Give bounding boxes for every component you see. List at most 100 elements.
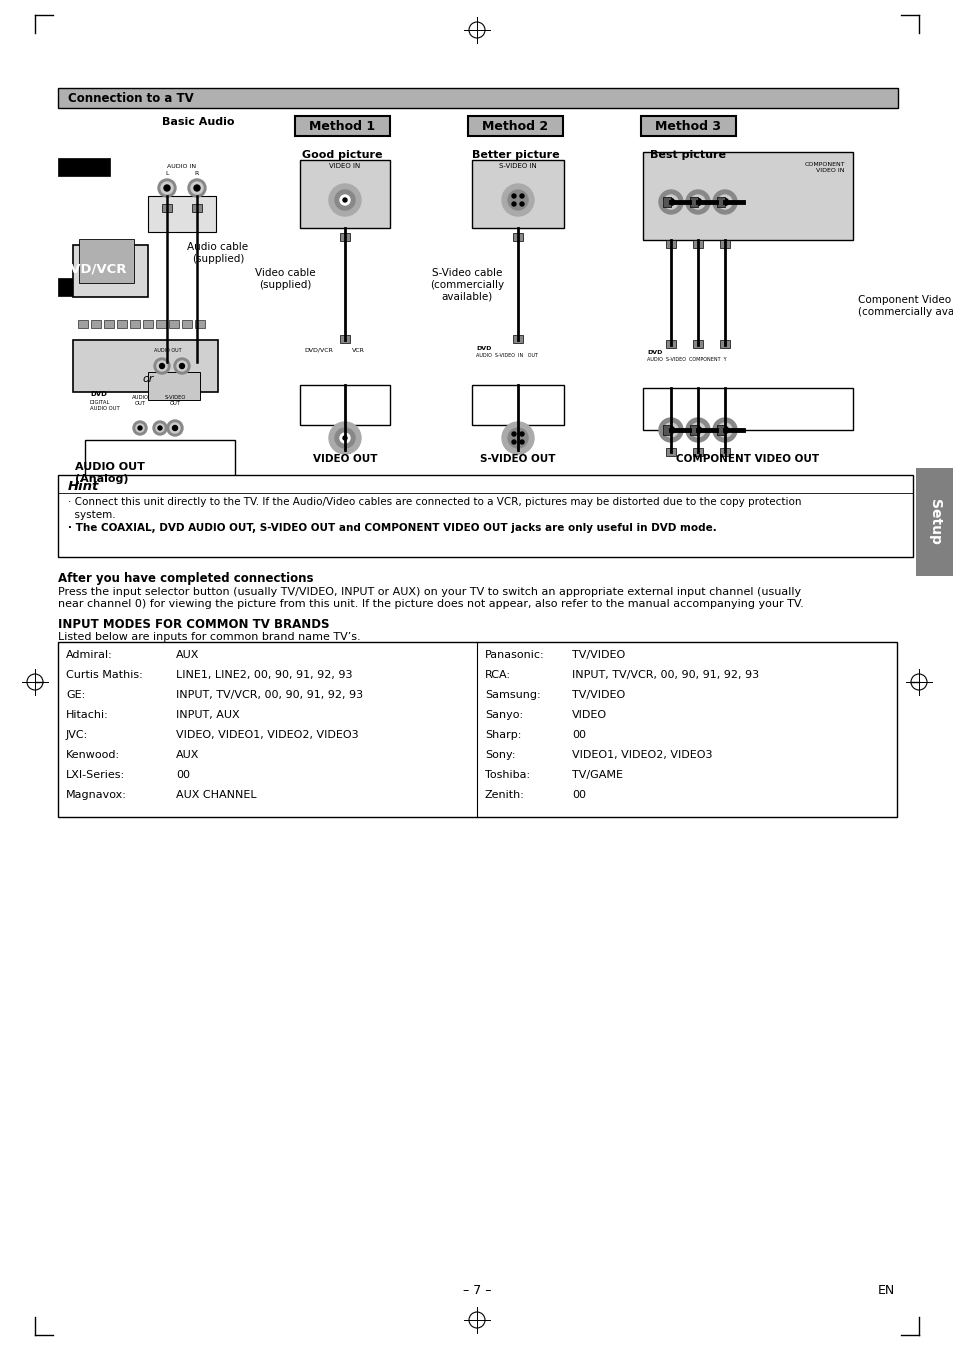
Circle shape <box>161 182 172 194</box>
Text: Samsung:: Samsung: <box>484 690 540 701</box>
Circle shape <box>512 440 516 444</box>
Circle shape <box>519 202 523 207</box>
Bar <box>169 320 179 328</box>
Text: VIDEO, VIDEO1, VIDEO2, VIDEO3: VIDEO, VIDEO1, VIDEO2, VIDEO3 <box>175 730 358 740</box>
Text: Toshiba:: Toshiba: <box>484 769 530 780</box>
Circle shape <box>164 185 170 190</box>
Text: Method 2: Method 2 <box>482 120 548 132</box>
Bar <box>640 116 735 136</box>
Text: LINE1, LINE2, 00, 90, 91, 92, 93: LINE1, LINE2, 00, 90, 91, 92, 93 <box>175 670 352 680</box>
Bar <box>58 88 897 108</box>
Circle shape <box>501 184 534 216</box>
Circle shape <box>335 190 355 211</box>
Text: AUDIO IN: AUDIO IN <box>168 163 196 169</box>
Text: EN: EN <box>877 1284 894 1296</box>
Circle shape <box>132 421 147 435</box>
Text: COMPONENT
VIDEO IN: COMPONENT VIDEO IN <box>803 162 844 173</box>
Text: AUDIO OUT
(Analog): AUDIO OUT (Analog) <box>75 462 145 483</box>
Text: RCA:: RCA: <box>484 670 511 680</box>
Bar <box>665 394 676 402</box>
Bar <box>692 340 702 348</box>
Text: LXI-Series:: LXI-Series: <box>66 769 125 780</box>
Text: 00: 00 <box>175 769 190 780</box>
Bar <box>665 340 676 348</box>
Text: VIDEO: VIDEO <box>572 710 606 720</box>
Circle shape <box>159 363 164 369</box>
Circle shape <box>718 194 731 209</box>
Circle shape <box>659 418 682 441</box>
Circle shape <box>193 185 200 190</box>
Circle shape <box>690 423 704 437</box>
Circle shape <box>512 202 516 207</box>
Bar <box>339 335 350 343</box>
Text: OUT: OUT <box>170 401 180 406</box>
Circle shape <box>157 360 167 371</box>
Bar <box>513 446 522 454</box>
Text: S-VIDEO: S-VIDEO <box>164 396 186 400</box>
Text: Listed below are inputs for common brand name TV’s.: Listed below are inputs for common brand… <box>58 632 360 643</box>
Bar <box>143 320 152 328</box>
Circle shape <box>667 198 674 205</box>
Text: S-Video cable
(commercially
available): S-Video cable (commercially available) <box>430 269 503 301</box>
Bar <box>472 161 563 228</box>
Text: Audio cable
(supplied): Audio cable (supplied) <box>187 242 249 263</box>
Text: INPUT MODES FOR COMMON TV BRANDS: INPUT MODES FOR COMMON TV BRANDS <box>58 618 329 630</box>
Text: Method 3: Method 3 <box>655 120 720 132</box>
Circle shape <box>191 182 203 194</box>
Circle shape <box>170 423 180 433</box>
Circle shape <box>667 427 674 433</box>
Circle shape <box>507 428 527 448</box>
Text: Curtis Mathis:: Curtis Mathis: <box>66 670 143 680</box>
Text: AUX CHANNEL: AUX CHANNEL <box>175 790 256 801</box>
Text: Sharp:: Sharp: <box>484 730 521 740</box>
Bar <box>58 475 912 558</box>
Bar <box>194 320 205 328</box>
Circle shape <box>329 184 360 216</box>
Text: Admiral:: Admiral: <box>66 649 112 660</box>
Bar <box>148 373 200 400</box>
Bar <box>720 394 729 402</box>
Circle shape <box>512 432 516 436</box>
Bar <box>513 234 522 242</box>
Bar <box>662 197 670 207</box>
Circle shape <box>512 194 516 198</box>
Text: OUT: OUT <box>134 401 146 406</box>
Text: TV/VIDEO: TV/VIDEO <box>572 649 624 660</box>
Bar <box>78 320 88 328</box>
Text: JVC:: JVC: <box>66 730 89 740</box>
Circle shape <box>694 198 700 205</box>
Bar <box>148 196 215 232</box>
Circle shape <box>339 433 350 443</box>
Text: AUDIO OUT: AUDIO OUT <box>90 406 120 410</box>
Circle shape <box>720 427 728 433</box>
Text: Sony:: Sony: <box>484 751 515 760</box>
Bar <box>73 340 218 391</box>
Text: VCR: VCR <box>352 348 364 352</box>
Bar <box>156 320 166 328</box>
Circle shape <box>343 198 347 202</box>
Bar <box>665 240 676 248</box>
Circle shape <box>659 190 682 215</box>
Bar <box>915 468 953 576</box>
Text: TV: TV <box>73 142 94 157</box>
Text: After you have completed connections: After you have completed connections <box>58 572 314 585</box>
Bar <box>79 239 133 284</box>
Bar <box>162 370 172 378</box>
Text: S-VIDEO OUT: S-VIDEO OUT <box>479 454 556 464</box>
Text: Sanyo:: Sanyo: <box>484 710 522 720</box>
Text: Better picture: Better picture <box>471 150 558 161</box>
Text: AUDIO  S-VIDEO  IN   OUT: AUDIO S-VIDEO IN OUT <box>476 352 537 358</box>
Text: AUX: AUX <box>175 649 199 660</box>
Bar <box>717 197 724 207</box>
Text: R: R <box>194 171 199 176</box>
Text: INPUT, TV/VCR, 00, 90, 91, 92, 93: INPUT, TV/VCR, 00, 90, 91, 92, 93 <box>175 690 363 701</box>
Circle shape <box>685 418 709 441</box>
Text: DVD/VCR: DVD/VCR <box>60 262 128 275</box>
Bar <box>104 320 113 328</box>
Bar <box>85 440 234 491</box>
Text: Hint: Hint <box>68 481 99 493</box>
Text: – 7 –: – 7 – <box>462 1284 491 1296</box>
Circle shape <box>152 421 167 435</box>
Bar <box>720 448 729 456</box>
Circle shape <box>712 418 737 441</box>
